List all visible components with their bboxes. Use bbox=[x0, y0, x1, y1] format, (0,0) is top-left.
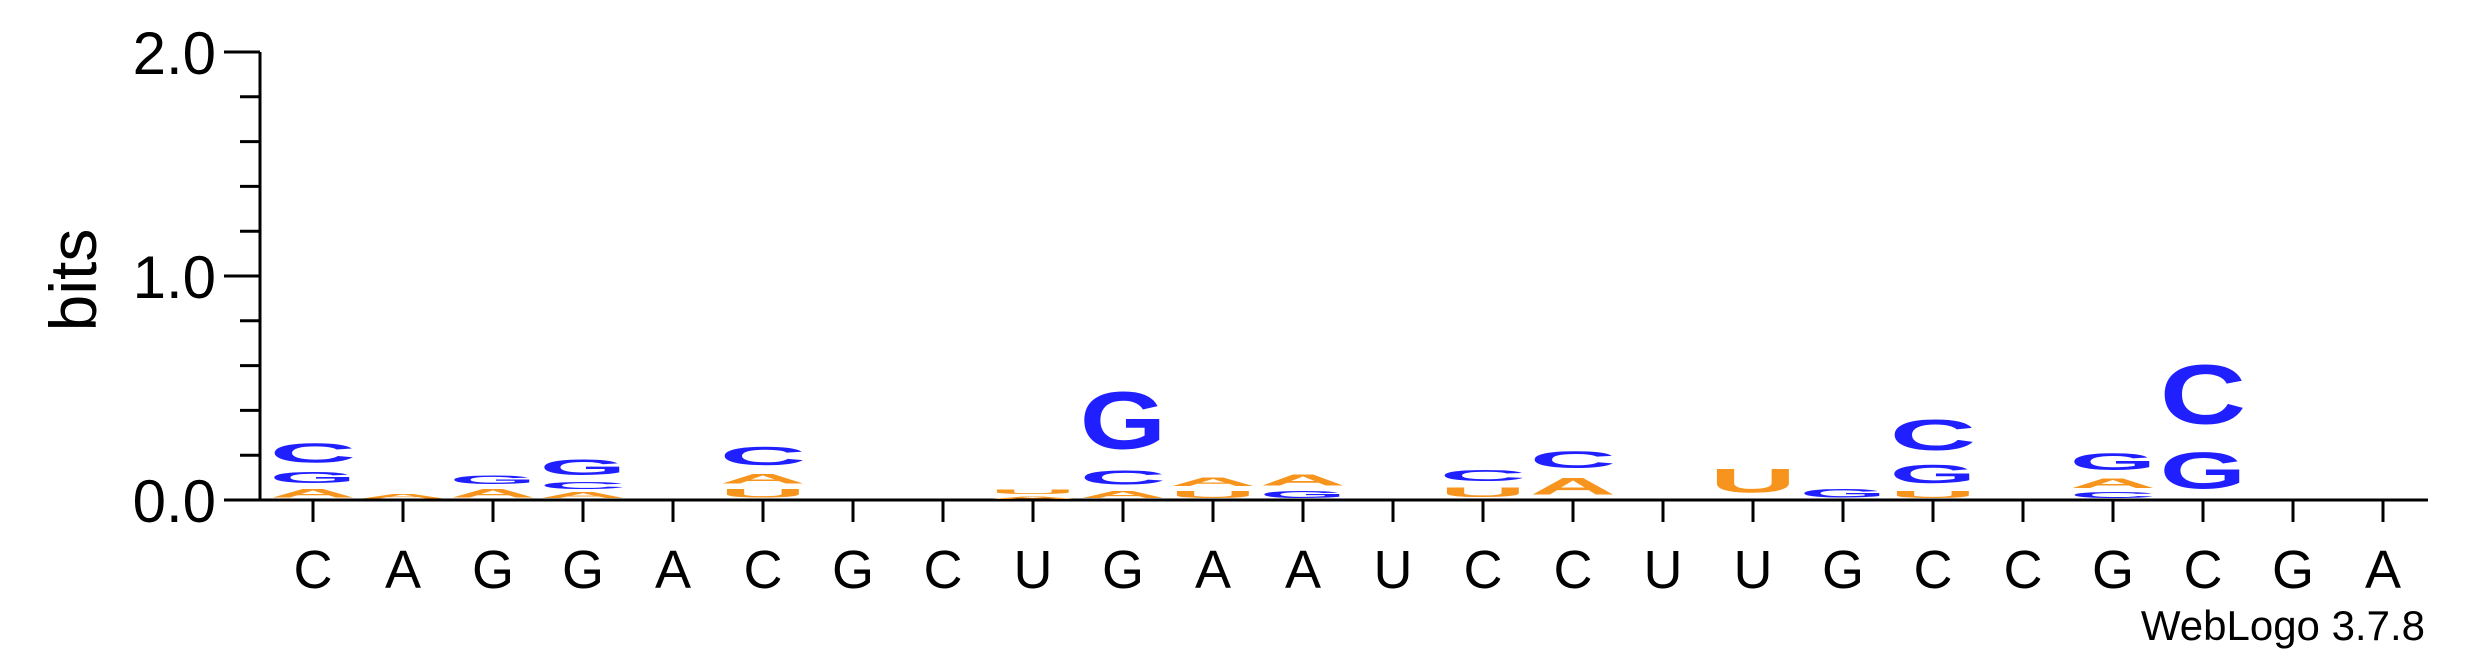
logo-letter: A bbox=[270, 487, 356, 500]
x-tick-label: C bbox=[2004, 540, 2043, 600]
y-tick-label: 0.0 bbox=[133, 468, 216, 535]
x-tick-label: C bbox=[924, 540, 963, 600]
x-tick-label: C bbox=[294, 540, 333, 600]
logo-letter: A bbox=[1530, 473, 1616, 500]
x-tick-label: U bbox=[1734, 540, 1773, 600]
logo-letter: U bbox=[1440, 484, 1526, 500]
logo-letter: U bbox=[720, 487, 806, 500]
logo-letter: U bbox=[1170, 489, 1256, 500]
logo-letter: C bbox=[1440, 467, 1526, 485]
x-tick-label: C bbox=[2184, 540, 2223, 600]
logo-letter: U bbox=[1710, 462, 1796, 500]
y-axis-label: bits bbox=[36, 229, 110, 332]
logo-letter: G bbox=[540, 455, 626, 479]
x-tick-label: C bbox=[1554, 540, 1593, 600]
x-tick-label: A bbox=[385, 540, 421, 600]
x-tick-label: A bbox=[655, 540, 691, 600]
logo-letter: C bbox=[2160, 347, 2246, 441]
logo-letter: G bbox=[1260, 489, 1346, 500]
x-tick-label: C bbox=[1464, 540, 1503, 600]
x-tick-label: A bbox=[1285, 540, 1321, 600]
x-tick-label: G bbox=[2092, 540, 2134, 600]
logo-letter: A bbox=[720, 471, 806, 487]
x-tick-label: A bbox=[2365, 540, 2401, 600]
x-tick-label: U bbox=[1644, 540, 1683, 600]
x-tick-label: G bbox=[1102, 540, 1144, 600]
logo-letter: C bbox=[1530, 446, 1616, 473]
logo-letter: G bbox=[1800, 487, 1886, 500]
logo-letter: C bbox=[540, 480, 626, 491]
logo-letter: C bbox=[1080, 466, 1166, 488]
x-tick-label: G bbox=[1822, 540, 1864, 600]
y-axis: 0.0 1.0 2.0 bbox=[133, 20, 262, 535]
x-tick-label: G bbox=[472, 540, 514, 600]
x-tick-label: A bbox=[1195, 540, 1231, 600]
logo-letter: G bbox=[1080, 374, 1166, 466]
x-tick-label: U bbox=[1014, 540, 1053, 600]
x-tick-label: G bbox=[562, 540, 604, 600]
logo-letter: C bbox=[270, 437, 356, 468]
logo-letter: G bbox=[2160, 442, 2246, 500]
x-tick-label: G bbox=[832, 540, 874, 600]
logo-letter: C bbox=[720, 442, 806, 471]
logo-letter: U bbox=[1890, 489, 1976, 500]
logo-letter: G bbox=[270, 469, 356, 487]
logo-letter: A bbox=[540, 491, 626, 500]
weblogo-version: WebLogo 3.7.8 bbox=[2141, 602, 2425, 649]
logo-letter: G bbox=[2070, 449, 2156, 476]
x-tick-label: U bbox=[1374, 540, 1413, 600]
logo-letter: A bbox=[2070, 475, 2156, 491]
logo-letter: A bbox=[990, 495, 1076, 499]
logo-letter: A bbox=[360, 493, 446, 500]
logo-letter: C bbox=[1890, 410, 1976, 459]
y-tick-label: 1.0 bbox=[133, 244, 216, 311]
x-tick-label: G bbox=[2272, 540, 2314, 600]
logo-letter: C bbox=[2070, 491, 2156, 500]
logo-letter: U bbox=[990, 489, 1076, 496]
logo-letter: G bbox=[1890, 460, 1976, 489]
logo-letter: A bbox=[1170, 475, 1256, 488]
y-tick-label: 2.0 bbox=[133, 20, 216, 87]
logo-letter: A bbox=[1260, 471, 1346, 489]
x-tick-label: C bbox=[744, 540, 783, 600]
logo-letter: G bbox=[450, 473, 536, 486]
logo-letter: A bbox=[450, 487, 536, 500]
x-tick-label: C bbox=[1914, 540, 1953, 600]
logo-letter: A bbox=[1080, 489, 1166, 500]
